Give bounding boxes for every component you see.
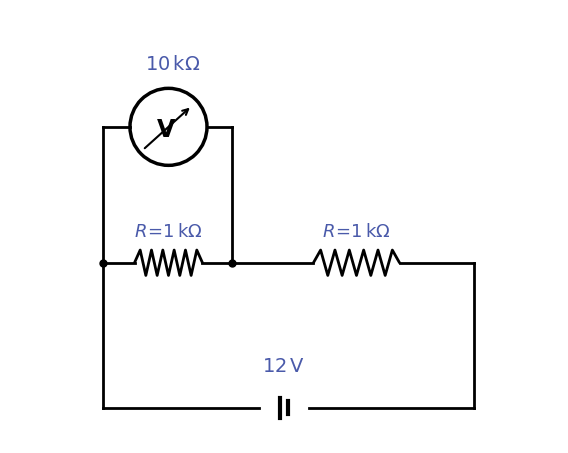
Text: $10\,\mathrm{k\Omega}$: $10\,\mathrm{k\Omega}$ (145, 55, 201, 74)
Text: $R\!=\!1\,\mathrm{k\Omega}$: $R\!=\!1\,\mathrm{k\Omega}$ (134, 223, 203, 241)
Text: $12\,\mathrm{V}$: $12\,\mathrm{V}$ (262, 357, 306, 376)
Text: $\mathbf{V}$: $\mathbf{V}$ (156, 119, 176, 142)
Text: $R\!=\!1\,\mathrm{k\Omega}$: $R\!=\!1\,\mathrm{k\Omega}$ (322, 223, 391, 241)
